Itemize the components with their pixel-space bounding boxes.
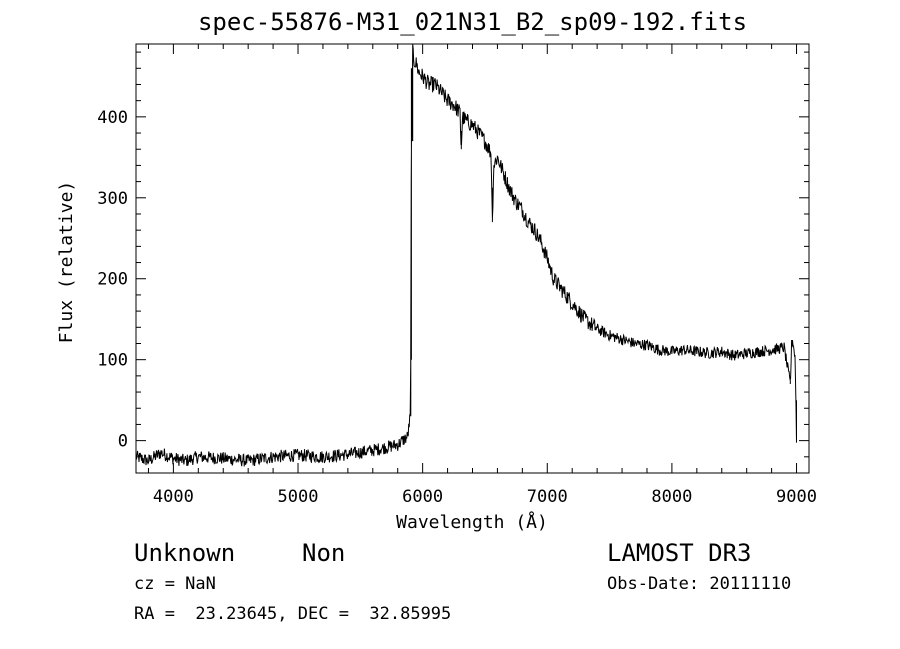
x-tick-label: 5000 — [278, 487, 319, 507]
object-subclass: Non — [302, 539, 346, 567]
observation-date: Obs-Date: 20111110 — [607, 574, 792, 594]
spectrum-line — [135, 43, 797, 467]
x-tick-label: 4000 — [153, 487, 194, 507]
y-tick-label: 100 — [97, 351, 128, 371]
chart-title: spec-55876-M31_021N31_B2_sp09-192.fits — [197, 8, 748, 36]
y-tick-label: 400 — [97, 108, 128, 128]
x-tick-label: 8000 — [651, 487, 692, 507]
x-tick-label: 9000 — [776, 487, 817, 507]
y-tick-label: 200 — [97, 270, 128, 290]
coordinates: RA = 23.23645, DEC = 32.85995 — [134, 604, 452, 624]
x-tick-label: 6000 — [402, 487, 443, 507]
plot-frame — [135, 43, 810, 474]
y-tick-label: 0 — [118, 432, 128, 452]
y-tick-label: 300 — [97, 189, 128, 209]
redshift-cz: cz = NaN — [134, 574, 216, 594]
object-class: Unknown — [134, 539, 236, 567]
x-tick-label: 7000 — [527, 487, 568, 507]
survey-name: LAMOST DR3 — [607, 539, 752, 567]
x-axis-label: Wavelength (Å) — [396, 511, 548, 533]
y-axis-label: Flux (relative) — [56, 181, 77, 344]
